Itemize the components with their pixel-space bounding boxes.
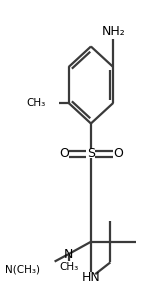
Text: CH₃: CH₃: [27, 98, 46, 108]
Text: N: N: [64, 248, 73, 261]
Text: CH₃: CH₃: [59, 262, 78, 272]
Text: NH₂: NH₂: [102, 25, 125, 38]
Text: O: O: [113, 147, 123, 160]
Text: O: O: [59, 147, 69, 160]
Text: HN: HN: [82, 271, 100, 284]
Text: S: S: [87, 147, 95, 160]
Text: N(CH₃): N(CH₃): [5, 264, 40, 274]
